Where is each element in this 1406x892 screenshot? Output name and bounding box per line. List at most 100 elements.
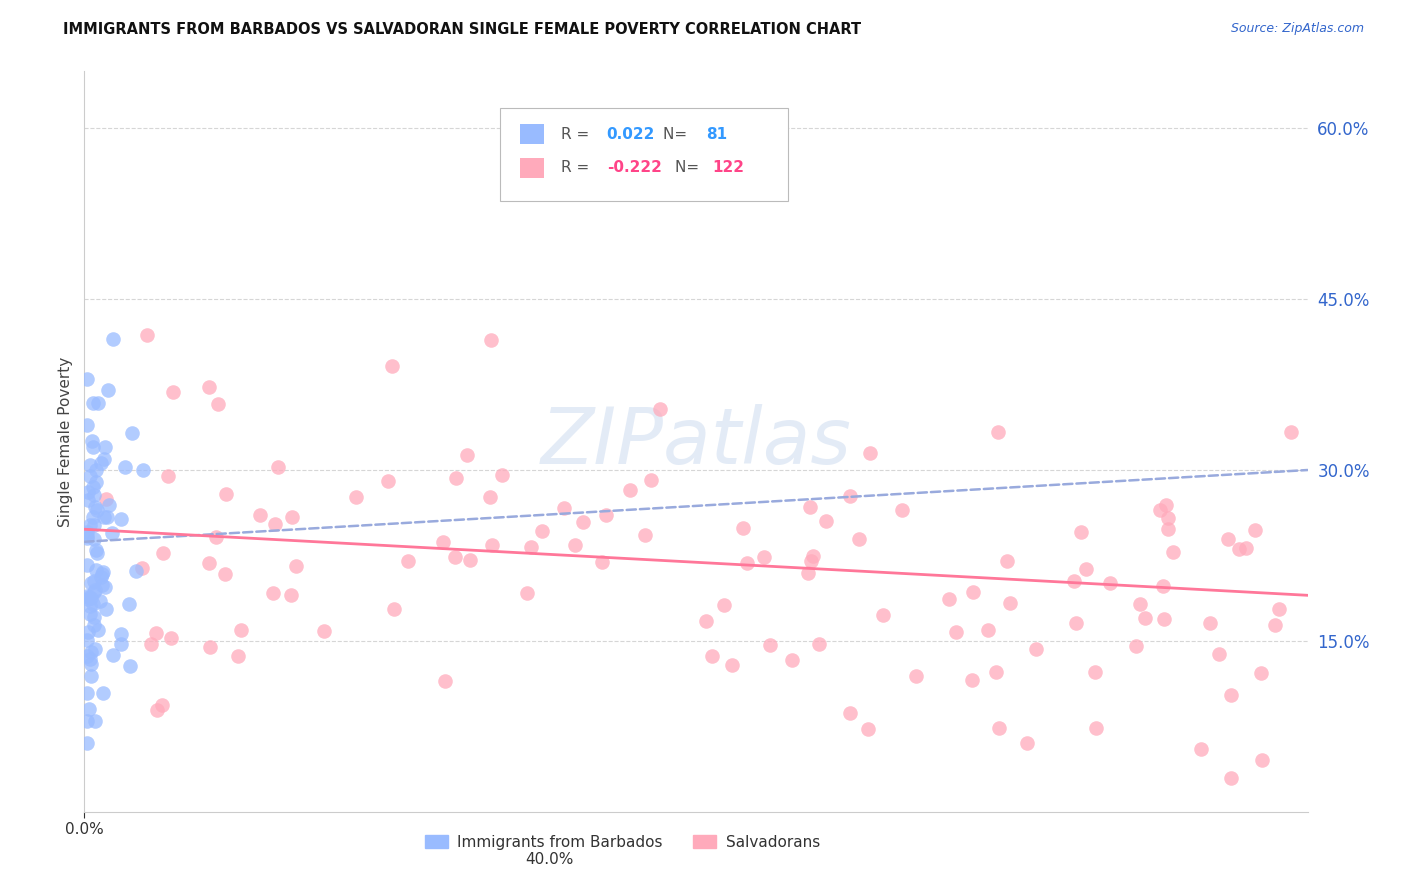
- Point: [481, 538, 503, 552]
- Point: [101, 332, 124, 346]
- Point: [79, 590, 101, 604]
- Point: [120, 659, 142, 673]
- Point: [905, 668, 928, 682]
- Point: [207, 396, 229, 410]
- Point: [1189, 742, 1212, 756]
- Point: [735, 556, 758, 570]
- Point: [1063, 574, 1085, 588]
- Point: [80, 657, 103, 672]
- Point: [796, 566, 818, 581]
- Point: [135, 327, 157, 342]
- Point: [516, 585, 538, 599]
- Point: [150, 698, 173, 713]
- Point: [76, 633, 98, 648]
- Point: [79, 651, 101, 665]
- Point: [91, 686, 114, 700]
- Point: [1154, 498, 1177, 512]
- Point: [96, 510, 118, 524]
- Point: [76, 686, 98, 700]
- Point: [491, 467, 513, 482]
- Point: [1025, 642, 1047, 657]
- Point: [1267, 602, 1289, 616]
- Point: [890, 503, 912, 517]
- Point: [82, 396, 104, 410]
- Point: [77, 485, 100, 500]
- Point: [80, 645, 103, 659]
- Point: [1264, 618, 1286, 632]
- Point: [640, 473, 662, 487]
- Point: [83, 585, 105, 599]
- Point: [80, 576, 103, 591]
- FancyBboxPatch shape: [501, 109, 787, 201]
- Point: [859, 446, 882, 460]
- Point: [110, 626, 132, 640]
- Point: [1085, 721, 1108, 735]
- Point: [77, 702, 100, 716]
- Point: [839, 489, 862, 503]
- Point: [801, 549, 824, 563]
- Point: [83, 583, 105, 598]
- Point: [145, 626, 167, 640]
- Point: [591, 555, 613, 569]
- Point: [530, 524, 553, 538]
- Point: [159, 631, 181, 645]
- Point: [1084, 665, 1107, 680]
- Point: [1070, 524, 1092, 539]
- Point: [479, 333, 502, 347]
- Point: [998, 596, 1021, 610]
- Point: [995, 554, 1018, 568]
- Point: [90, 567, 112, 582]
- Point: [986, 665, 1008, 679]
- Text: Source: ZipAtlas.com: Source: ZipAtlas.com: [1230, 22, 1364, 36]
- Point: [83, 618, 105, 632]
- Point: [96, 384, 118, 398]
- Point: [731, 150, 754, 164]
- Point: [84, 543, 107, 558]
- Point: [264, 516, 287, 531]
- Point: [249, 508, 271, 522]
- Point: [1156, 511, 1178, 525]
- Point: [1219, 688, 1241, 702]
- Point: [84, 500, 107, 514]
- Point: [76, 372, 98, 386]
- Point: [987, 425, 1010, 439]
- Text: IMMIGRANTS FROM BARBADOS VS SALVADORAN SINGLE FEMALE POVERTY CORRELATION CHART: IMMIGRANTS FROM BARBADOS VS SALVADORAN S…: [63, 22, 862, 37]
- Point: [1152, 579, 1174, 593]
- Point: [780, 653, 803, 667]
- Point: [162, 384, 184, 399]
- Text: R =: R =: [561, 127, 595, 142]
- Point: [1128, 597, 1150, 611]
- Point: [856, 722, 879, 736]
- Point: [444, 471, 467, 485]
- Point: [83, 533, 105, 547]
- Point: [79, 599, 101, 613]
- Point: [713, 598, 735, 612]
- Point: [962, 585, 984, 599]
- Y-axis label: Single Female Poverty: Single Female Poverty: [58, 357, 73, 526]
- Point: [76, 589, 98, 603]
- Point: [1218, 532, 1240, 546]
- Point: [648, 402, 671, 417]
- Point: [77, 624, 100, 639]
- Point: [595, 508, 617, 522]
- Point: [87, 623, 110, 637]
- Point: [79, 458, 101, 472]
- Point: [198, 556, 221, 570]
- Point: [377, 475, 399, 489]
- Point: [86, 545, 108, 559]
- Point: [79, 469, 101, 483]
- Point: [226, 648, 249, 663]
- Point: [1243, 523, 1265, 537]
- Point: [1153, 612, 1175, 626]
- Point: [444, 549, 467, 564]
- Point: [458, 552, 481, 566]
- Point: [96, 491, 118, 506]
- FancyBboxPatch shape: [520, 158, 544, 178]
- Point: [82, 440, 104, 454]
- Point: [754, 550, 776, 565]
- Point: [519, 540, 541, 554]
- Point: [76, 714, 98, 728]
- Point: [98, 498, 121, 512]
- Point: [381, 359, 404, 373]
- Point: [131, 560, 153, 574]
